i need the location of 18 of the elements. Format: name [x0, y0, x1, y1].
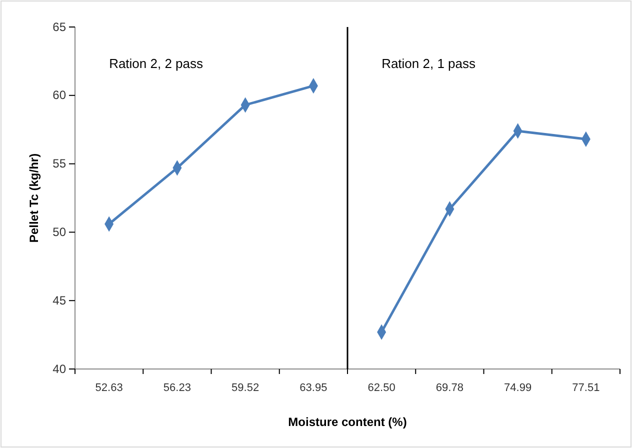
y-tick-label: 50 [52, 225, 66, 240]
x-tick-label: 59.52 [232, 382, 260, 394]
annotation: Ration 2, 2 pass [109, 56, 204, 71]
y-tick-label: 45 [52, 293, 66, 308]
y-axis-title: Pellet Tc (kg/hr) [27, 153, 41, 243]
y-tick-label: 60 [52, 88, 66, 102]
x-tick-label: 56.23 [163, 382, 191, 394]
x-tick-label: 74.99 [504, 382, 532, 394]
x-tick-label: 69.78 [436, 382, 464, 394]
x-tick-label: 62.50 [368, 382, 396, 394]
x-axis-title: Moisture content (%) [288, 415, 407, 429]
x-tick-label: 52.63 [95, 382, 123, 394]
y-tick-label: 65 [52, 20, 66, 34]
annotation: Ration 2, 1 pass [382, 56, 476, 71]
x-tick-label: 63.95 [300, 382, 328, 394]
y-tick-label: 40 [52, 362, 66, 376]
y-tick-label: 55 [52, 156, 66, 171]
x-tick-label: 77.51 [572, 382, 600, 394]
